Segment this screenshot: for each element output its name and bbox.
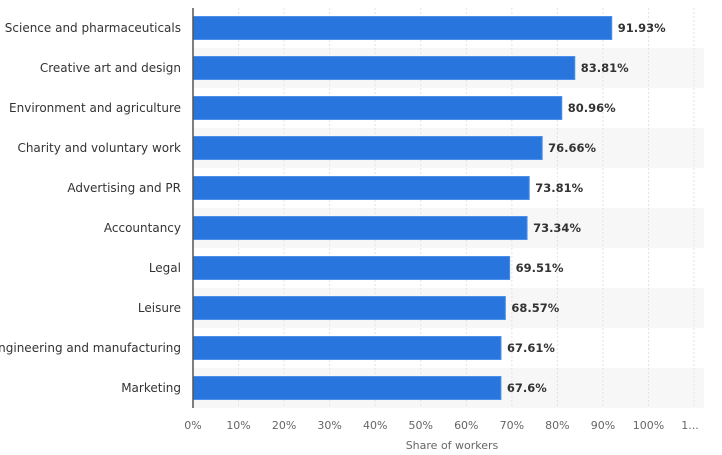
category-label: Engineering and manufacturing	[0, 341, 181, 355]
x-tick-label: 50%	[409, 419, 433, 432]
bar	[192, 56, 576, 80]
value-label: 69.51%	[516, 261, 564, 275]
value-label: 68.57%	[511, 301, 559, 315]
category-label: Accountancy	[104, 221, 181, 235]
value-label: 83.81%	[581, 61, 629, 75]
x-tick-label: 30%	[317, 419, 341, 432]
bar	[192, 216, 528, 240]
x-tick-label: 0%	[184, 419, 201, 432]
bar	[192, 376, 502, 400]
x-tick-label: 1...	[681, 419, 699, 432]
x-axis-title: Share of workers	[406, 439, 499, 452]
category-label: Leisure	[138, 301, 181, 315]
bar	[192, 176, 530, 200]
value-label: 91.93%	[618, 21, 666, 35]
bar	[192, 96, 563, 120]
value-label: 67.6%	[507, 381, 547, 395]
x-tick-label: 10%	[226, 419, 250, 432]
category-label: Charity and voluntary work	[17, 141, 181, 155]
value-label: 80.96%	[568, 101, 616, 115]
x-tick-label: 70%	[500, 419, 524, 432]
category-label: Advertising and PR	[67, 181, 181, 195]
bar	[192, 136, 543, 160]
category-label: Marketing	[121, 381, 181, 395]
category-label: Creative art and design	[40, 61, 181, 75]
category-label: Environment and agriculture	[9, 101, 181, 115]
category-label: Legal	[149, 261, 181, 275]
value-label: 76.66%	[548, 141, 596, 155]
x-tick-label: 100%	[633, 419, 664, 432]
category-label: Science and pharmaceuticals	[5, 21, 181, 35]
bar	[192, 256, 511, 280]
value-label: 73.34%	[533, 221, 581, 235]
value-label: 67.61%	[507, 341, 555, 355]
x-tick-label: 40%	[363, 419, 387, 432]
x-tick-label: 60%	[454, 419, 478, 432]
x-tick-label: 80%	[545, 419, 569, 432]
x-tick-label: 90%	[591, 419, 615, 432]
bar	[192, 296, 506, 320]
bar	[192, 336, 502, 360]
x-tick-label: 20%	[272, 419, 296, 432]
value-label: 73.81%	[535, 181, 583, 195]
bar	[192, 16, 613, 40]
